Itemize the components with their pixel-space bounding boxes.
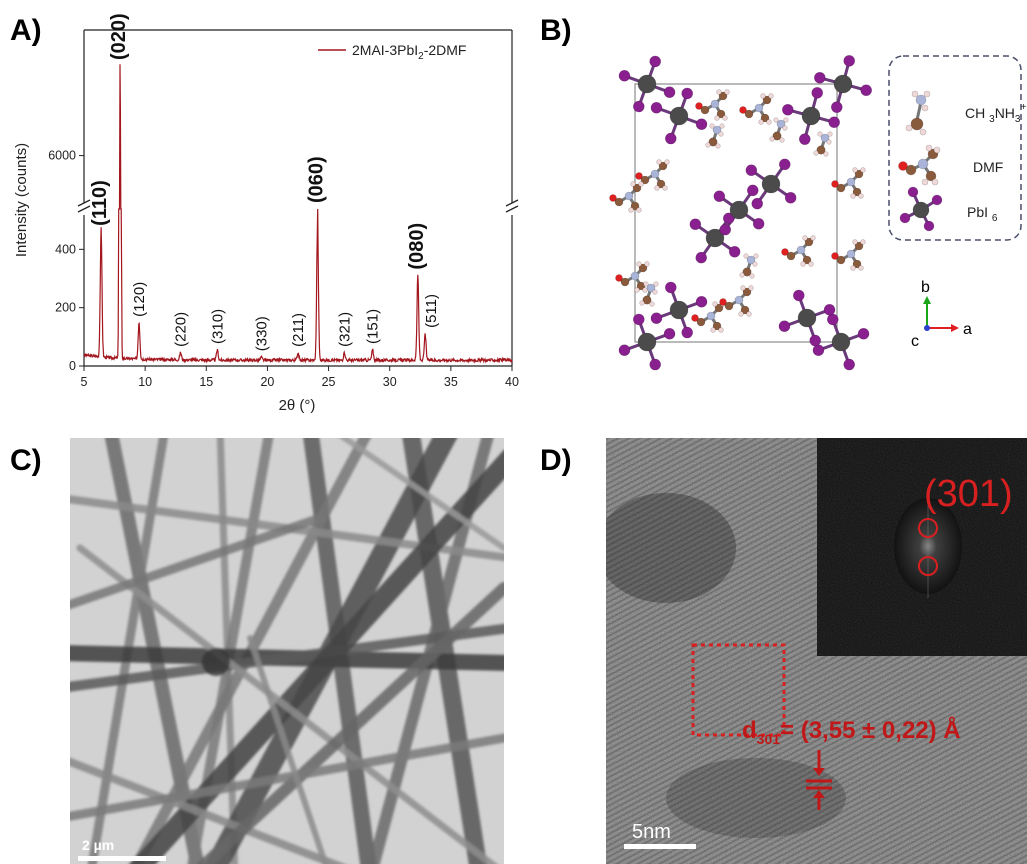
d-spacing-label: d301= (3,55 ± 0,22) Å (742, 716, 961, 747)
peak-label: (080) (406, 223, 428, 270)
fft-spot-lower (918, 556, 938, 576)
peak-label: (110) (89, 180, 111, 226)
axis-c-label: c (911, 333, 919, 350)
x-tick-label: 5 (81, 375, 88, 389)
xrd-hkl-labels: (110) (020) (120) (220) (310) (330) (211) (060)… (89, 13, 440, 351)
species-legend-glyphs (898, 90, 943, 232)
peak-label: (120) (131, 282, 148, 317)
d-spacing-marker (806, 750, 832, 810)
tem-image: 2 µm (70, 438, 504, 864)
peak-label: (220) (173, 312, 190, 347)
x-tick-label: 25 (322, 375, 336, 389)
hrtem-image: (301) d301= (3,55 ± 0,22) Å 5nm (606, 438, 1027, 864)
peak-label: (151) (365, 309, 382, 344)
peak-label: (330) (253, 316, 270, 351)
crystal-atoms (609, 55, 872, 371)
peak-label: (511) (423, 294, 440, 328)
xrd-legend: 2MAI-3PbI2-2DMF (318, 42, 466, 62)
legend-pbi6-label: PbI 6 (967, 204, 998, 224)
hrtem-scale-bar: 5nm (624, 821, 696, 849)
fft-spot-upper (918, 518, 938, 538)
y-tick-label: 0 (69, 359, 76, 373)
nanowires (70, 438, 504, 864)
peak-label: (060) (306, 156, 328, 203)
x-tick-label: 40 (505, 375, 519, 389)
xrd-y-axis-label: Intensity (counts) (13, 143, 30, 257)
legend-dmf-label: DMF (973, 159, 1003, 175)
panel-label-b: B) (540, 14, 572, 47)
peak-label: (321) (336, 312, 353, 347)
crystal-axes-triad: b c a (911, 279, 972, 350)
axis-a-label: a (963, 321, 972, 338)
xrd-x-axis-label: 2θ (°) (279, 397, 316, 414)
y-tick-label: 6000 (48, 149, 76, 163)
xrd-series-line (83, 64, 513, 364)
panel-label-c: C) (10, 444, 42, 477)
x-tick-label: 10 (138, 375, 152, 389)
panel-label-d: D) (540, 444, 572, 477)
hrtem-scale-label: 5nm (632, 821, 671, 843)
panel-label-a: A) (10, 14, 42, 47)
peak-label: (020) (108, 13, 130, 60)
crystal-structure: CH 3NH3+ DMF PbI 6 b c a (609, 55, 1026, 371)
x-tick-label: 35 (444, 375, 458, 389)
legend-ma-label: CH 3NH3+ (965, 102, 1026, 125)
xrd-legend-label: 2MAI-3PbI2-2DMF (352, 42, 466, 62)
peak-label: (211) (290, 313, 307, 347)
fft-inset: (301) (817, 438, 1027, 656)
unit-cell-box (634, 83, 838, 343)
species-legend-box (888, 55, 1022, 241)
tem-scale-bar: 2 µm (78, 837, 166, 861)
x-tick-label: 15 (199, 375, 213, 389)
axis-b-label: b (921, 279, 930, 296)
peak-label: (310) (209, 309, 226, 344)
x-tick-label: 30 (383, 375, 397, 389)
y-tick-label: 200 (55, 301, 76, 315)
tem-scale-label: 2 µm (82, 837, 114, 853)
selected-region-box (691, 643, 786, 737)
y-tick-label: 400 (55, 242, 76, 256)
x-tick-label: 20 (260, 375, 274, 389)
fft-plane-label: (301) (924, 473, 1013, 515)
